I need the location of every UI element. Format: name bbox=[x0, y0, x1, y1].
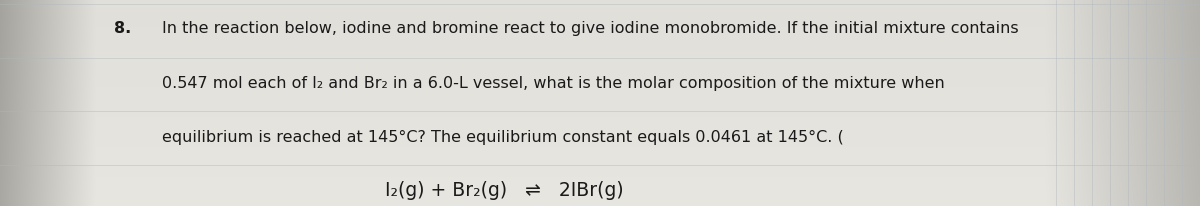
Text: 0.547 mol each of I₂ and Br₂ in a 6.0-L vessel, what is the molar composition of: 0.547 mol each of I₂ and Br₂ in a 6.0-L … bbox=[162, 76, 944, 91]
Text: In the reaction below, iodine and bromine react to give iodine monobromide. If t: In the reaction below, iodine and bromin… bbox=[162, 21, 1019, 36]
Text: I₂(g) + Br₂(g)   ⇌   2IBr(g): I₂(g) + Br₂(g) ⇌ 2IBr(g) bbox=[385, 181, 623, 200]
Text: equilibrium is reached at 145°C? The equilibrium constant equals 0.0461 at 145°C: equilibrium is reached at 145°C? The equ… bbox=[162, 130, 844, 145]
Text: 8.: 8. bbox=[114, 21, 131, 36]
